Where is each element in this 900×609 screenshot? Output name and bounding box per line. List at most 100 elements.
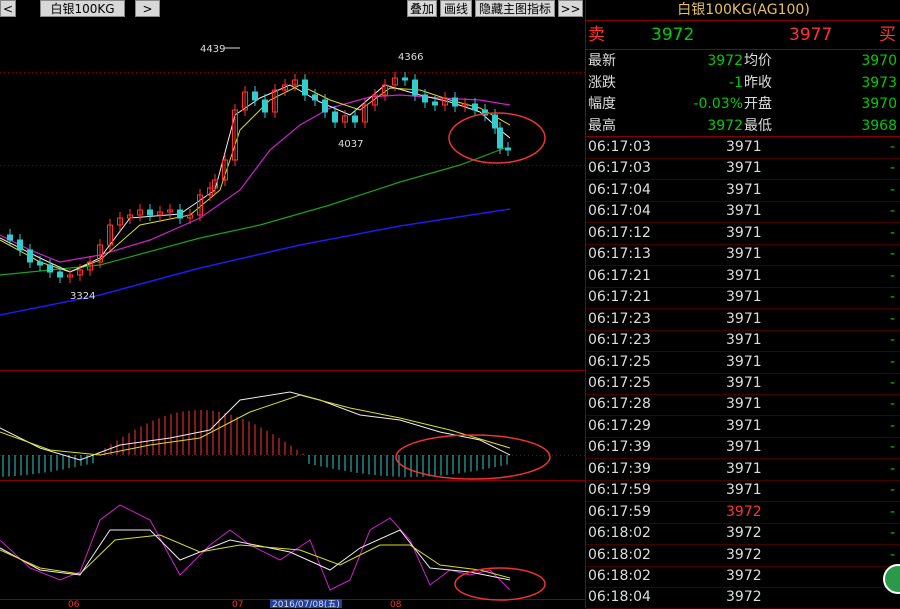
quote-label: 均价	[744, 53, 772, 69]
candle-body	[77, 269, 83, 276]
candle-body	[17, 239, 23, 251]
quote-value: -1	[729, 74, 743, 91]
panel-title: 白银100KG(AG100)	[677, 2, 810, 18]
tick-time: 06:17:21	[588, 267, 651, 284]
tick-time: 06:17:28	[588, 396, 651, 413]
tick-time: 06:17:23	[588, 310, 651, 327]
tick-price: 3972	[726, 525, 762, 542]
tick-row: 06:17:23 3971 -	[586, 309, 900, 331]
candle-body	[212, 179, 218, 189]
x-label: 08	[390, 600, 402, 608]
tick-flag: -	[889, 546, 895, 563]
float-icon[interactable]	[883, 564, 900, 594]
candle-body	[342, 115, 348, 123]
candle-body	[207, 187, 213, 196]
candle-body	[157, 211, 163, 216]
quote-label: 涨跌	[588, 74, 616, 91]
tick-row: 06:17:03 3971 -	[586, 137, 900, 159]
prev-button[interactable]: <	[0, 0, 16, 17]
tick-flag: -	[889, 224, 895, 241]
tick-flag: -	[889, 160, 895, 177]
candle-body	[422, 94, 428, 103]
tick-price: 3971	[726, 246, 762, 263]
ma-green	[0, 147, 506, 276]
candle-body	[232, 109, 238, 161]
tick-row: 06:17:21 3971 -	[586, 266, 900, 288]
ma-white	[0, 84, 511, 273]
tick-flag: -	[889, 525, 895, 542]
tick-price: 3971	[726, 139, 762, 155]
candle-body	[352, 115, 358, 123]
x-label: 06	[68, 600, 80, 608]
ma-yellow	[0, 84, 511, 273]
candle-body	[505, 147, 511, 151]
tick-row: 06:17:39 3971 -	[586, 437, 900, 460]
tick-row: 06:18:02 3972 -	[586, 545, 900, 567]
tick-flag: -	[889, 310, 895, 327]
candle-body	[322, 99, 328, 113]
symbol-button[interactable]: 白银100KG	[40, 0, 125, 17]
tick-flag: -	[889, 181, 895, 198]
macd-dif	[0, 391, 511, 461]
price-label: 4366	[398, 52, 423, 63]
candle-body	[382, 84, 388, 96]
highlight-ellipses	[395, 112, 551, 601]
tick-flag: -	[889, 267, 895, 284]
quote-value: 3970	[861, 53, 897, 69]
tick-time: 06:18:04	[588, 589, 651, 606]
tick-time: 06:17:29	[588, 417, 651, 434]
candle-body	[392, 77, 398, 86]
tick-time: 06:17:59	[588, 503, 651, 520]
tick-time: 06:18:02	[588, 525, 651, 542]
candle-body	[497, 127, 503, 149]
tick-time: 06:17:25	[588, 374, 651, 391]
tick-flag: -	[889, 139, 895, 155]
candle-body	[472, 103, 478, 111]
candle-body	[312, 94, 318, 101]
candle-body	[252, 91, 258, 101]
tick-flag: -	[889, 353, 895, 370]
tick-flag: -	[889, 396, 895, 413]
tick-flag: -	[889, 203, 895, 220]
tick-price: 3972	[726, 546, 762, 563]
candle-body	[452, 97, 458, 107]
overlay-button[interactable]: 叠加	[407, 0, 437, 17]
tick-price: 3972	[726, 568, 762, 584]
tick-row: 06:17:13 3971 -	[586, 244, 900, 267]
tick-price: 3971	[726, 417, 762, 434]
tick-price: 3971	[726, 310, 762, 327]
x-label: 2016/07/08(五)	[272, 600, 340, 608]
candle-body	[197, 194, 203, 216]
quote-value: 3970	[861, 96, 897, 112]
hide-indicator-button[interactable]: 隐藏主图指标	[475, 0, 555, 17]
chart-area: 4439 4366 4037 3324 06 07 2016/07/08(五) …	[0, 44, 585, 608]
candle-body	[262, 99, 268, 113]
candle-body	[462, 103, 468, 107]
tick-time: 06:17:03	[588, 139, 651, 155]
candle-body	[302, 79, 308, 96]
sell-price: 3972	[651, 25, 695, 45]
tick-time: 06:17:39	[588, 439, 651, 456]
quote-row: 涨跌 -1 昨收 3973	[586, 73, 900, 94]
tick-time: 06:17:13	[588, 246, 651, 263]
quote-row: 幅度 -0.03% 开盘 3970	[586, 94, 900, 115]
tick-flag: -	[889, 460, 895, 477]
price-label: 4037	[338, 139, 363, 150]
tick-flag: -	[889, 503, 895, 520]
more-button[interactable]: >>	[558, 0, 583, 17]
tick-time: 06:17:04	[588, 203, 651, 220]
tick-time: 06:17:25	[588, 353, 651, 370]
next-button[interactable]: >	[135, 0, 160, 17]
candle-body	[137, 209, 143, 216]
tick-time: 06:17:21	[588, 289, 651, 306]
candle-body	[222, 159, 228, 181]
x-label-box	[270, 599, 342, 608]
candle-body	[187, 214, 193, 219]
tick-row: 06:17:28 3971 -	[586, 394, 900, 417]
tick-price: 3971	[726, 374, 762, 391]
candle-body	[282, 84, 288, 91]
candle-body	[107, 224, 113, 246]
candles	[7, 72, 511, 283]
draw-button[interactable]: 画线	[440, 0, 472, 17]
tick-price: 3971	[726, 482, 762, 499]
